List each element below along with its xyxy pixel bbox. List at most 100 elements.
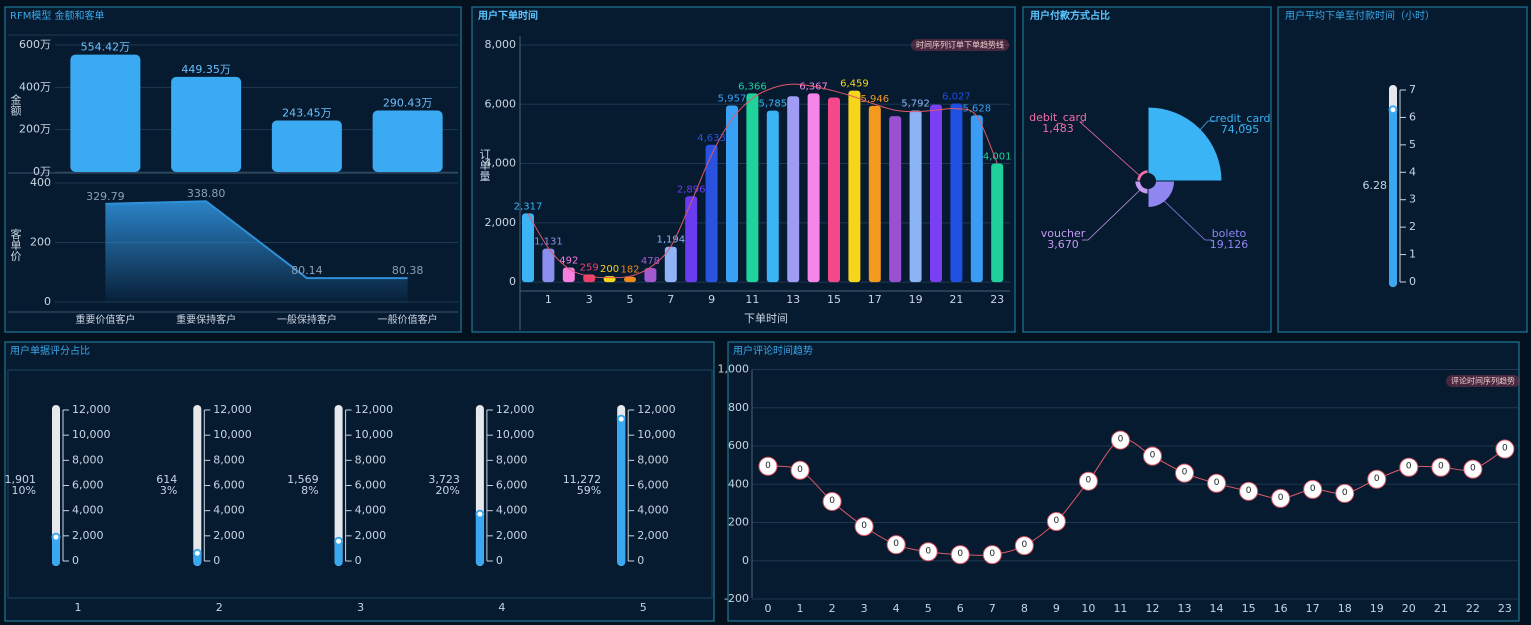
tick-label: 5 [1409, 138, 1416, 151]
x-tick-label: 7 [989, 602, 996, 615]
gauge-value: 6.28 [1363, 179, 1388, 192]
y-tick-label: 600 [728, 439, 749, 452]
y-axis-label: 订单量 [478, 148, 491, 181]
bar [909, 110, 922, 283]
tick-label: 12,000 [496, 403, 535, 416]
panel [1277, 6, 1528, 333]
y-tick-label: 0 [742, 554, 749, 567]
tick-label: 6,000 [72, 479, 104, 492]
y-tick-label: 0万 [33, 165, 51, 178]
marker [1431, 457, 1451, 477]
bar [562, 267, 575, 283]
value-label: 338.80 [187, 187, 226, 200]
x-axis-label: 下单时间 [744, 312, 788, 325]
line [105, 200, 408, 280]
tick-label: 10,000 [496, 428, 535, 441]
marker-label: 0 [1278, 493, 1284, 503]
gauge-pointer [334, 536, 344, 546]
gauge-percent: 20% [435, 484, 459, 497]
marker-label: 0 [1438, 462, 1444, 472]
marker [1046, 512, 1066, 532]
x-tick-label: 13 [786, 293, 800, 306]
value-label: 492 [559, 256, 578, 267]
x-tick-label: 5 [627, 293, 634, 306]
tick-label: 8,000 [213, 453, 245, 466]
gauge-value: 3,723 [428, 473, 460, 486]
marker [1239, 481, 1259, 501]
marker [1175, 463, 1195, 483]
leader-line [1082, 189, 1141, 241]
x-tick-label: 3 [861, 602, 868, 615]
tick-label: 4,000 [213, 504, 245, 517]
marker-label: 0 [765, 461, 771, 471]
panel [4, 341, 715, 622]
marker-label: 0 [1021, 540, 1027, 550]
leader-line [1078, 121, 1141, 177]
marker [1142, 446, 1162, 466]
tick-label: 10,000 [213, 428, 252, 441]
x-tick-label: 19 [909, 293, 923, 306]
marker-label: 0 [1470, 464, 1476, 474]
panel-title: 用户付款方式占比 [1029, 9, 1110, 22]
x-tick-label: 4 [498, 601, 505, 614]
pie-value: 1,483 [1042, 122, 1074, 135]
gauge-percent: 8% [301, 484, 318, 497]
x-tick-label: 2 [829, 602, 836, 615]
gauge-value: 11,272 [563, 473, 602, 486]
value-label: 4,633 [697, 133, 726, 144]
bar [644, 267, 657, 283]
tick-label: 2,000 [213, 529, 245, 542]
tick-label: 12,000 [72, 403, 111, 416]
gauge-pointer [192, 548, 202, 558]
marker-label: 0 [989, 549, 995, 559]
x-tick-label: 18 [1338, 602, 1352, 615]
x-tick-label: 一般价值客户 [378, 313, 438, 326]
y-tick-label: 200 [728, 516, 749, 529]
gauge-value: 1,569 [287, 473, 319, 486]
gauge-percent: 3% [160, 484, 177, 497]
bar [889, 116, 902, 283]
trend-line [527, 83, 998, 279]
marker [1463, 459, 1483, 479]
bar [766, 110, 779, 283]
tick-label: 6 [1409, 110, 1416, 123]
value-label: 2,896 [677, 184, 706, 195]
bar [746, 93, 759, 283]
x-tick-label: 8 [1021, 602, 1028, 615]
x-tick-label: 15 [1242, 602, 1256, 615]
x-tick-label: 11 [745, 293, 759, 306]
marker [1495, 439, 1515, 459]
bar [848, 90, 861, 283]
y-tick-label: 600万 [19, 38, 51, 51]
rose-sector [1147, 106, 1223, 182]
tick-label: 6,000 [355, 479, 387, 492]
legend-label: 时间序列订单下单趋势线 [916, 40, 1004, 50]
marker-label: 0 [861, 521, 867, 531]
marker-label: 0 [797, 465, 803, 475]
tick-label: 2,000 [637, 529, 669, 542]
marker [1303, 479, 1323, 499]
x-tick-label: 15 [827, 293, 841, 306]
marker [1367, 469, 1387, 489]
y-tick-label: 0 [509, 275, 516, 288]
value-label: 5,957 [718, 94, 747, 105]
pie-label: credit_card [1209, 112, 1270, 125]
tick-label: 12,000 [637, 403, 676, 416]
marker [854, 517, 874, 537]
leader-line [1159, 196, 1212, 241]
marker [1399, 457, 1419, 477]
value-label: 1,194 [656, 235, 685, 246]
area [105, 201, 408, 302]
marker-label: 0 [1342, 488, 1348, 498]
bar [372, 110, 443, 172]
tick-label: 10,000 [72, 428, 111, 441]
bar [726, 105, 738, 283]
tick-label: 6,000 [213, 479, 245, 492]
tick-label: 8,000 [496, 453, 528, 466]
bar [970, 115, 983, 283]
value-label: 259 [580, 262, 599, 273]
y-tick-label: 800 [728, 401, 749, 414]
tick-label: 2 [1409, 220, 1416, 233]
gauge-value: 1,901 [5, 473, 37, 486]
marker-label: 0 [1310, 484, 1316, 494]
